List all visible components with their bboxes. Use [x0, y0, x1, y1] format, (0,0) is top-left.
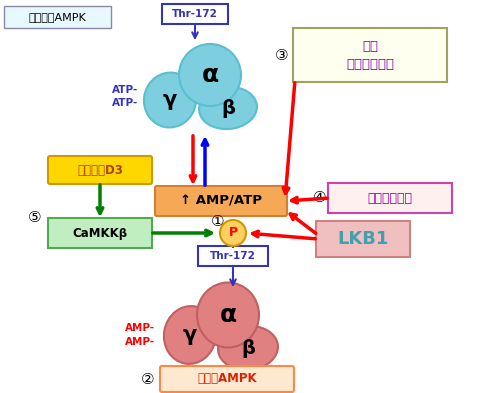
Ellipse shape	[179, 44, 241, 106]
Circle shape	[220, 220, 246, 246]
Text: ①: ①	[211, 215, 225, 230]
FancyBboxPatch shape	[48, 156, 152, 184]
Text: α: α	[201, 63, 219, 87]
Ellipse shape	[197, 283, 259, 347]
Text: CaMKKβ: CaMKKβ	[72, 226, 128, 239]
Text: ③: ③	[275, 48, 289, 62]
Text: ビタミンD3: ビタミンD3	[77, 163, 123, 176]
FancyBboxPatch shape	[293, 28, 447, 82]
Ellipse shape	[164, 306, 216, 364]
FancyBboxPatch shape	[316, 221, 410, 257]
Text: γ: γ	[163, 90, 177, 110]
Text: γ: γ	[183, 325, 197, 345]
Text: ④: ④	[313, 189, 327, 204]
FancyBboxPatch shape	[328, 183, 452, 213]
FancyBboxPatch shape	[4, 6, 111, 28]
Text: AMP-: AMP-	[125, 323, 155, 333]
Ellipse shape	[144, 73, 196, 127]
Text: Thr-172: Thr-172	[210, 251, 256, 261]
Text: LKB1: LKB1	[338, 230, 389, 248]
Text: α: α	[219, 303, 236, 327]
Text: 活性型AMPK: 活性型AMPK	[197, 373, 257, 386]
Text: 運動
カロリー制限: 運動 カロリー制限	[346, 40, 394, 70]
FancyBboxPatch shape	[198, 246, 268, 266]
FancyBboxPatch shape	[160, 366, 294, 392]
Ellipse shape	[218, 326, 278, 370]
Text: ↑ AMP/ATP: ↑ AMP/ATP	[180, 195, 262, 208]
Text: Thr-172: Thr-172	[172, 9, 218, 19]
Text: ATP-: ATP-	[112, 85, 138, 95]
Text: ②: ②	[141, 371, 155, 386]
Text: ATP-: ATP-	[112, 98, 138, 108]
FancyBboxPatch shape	[162, 4, 228, 24]
Text: メトホルミン: メトホルミン	[368, 191, 412, 204]
Text: β: β	[221, 99, 235, 118]
Text: P: P	[228, 226, 237, 239]
Text: ⑤: ⑤	[28, 211, 42, 226]
FancyBboxPatch shape	[155, 186, 287, 216]
Text: AMP-: AMP-	[125, 337, 155, 347]
FancyBboxPatch shape	[48, 218, 152, 248]
Text: 不活性型AMPK: 不活性型AMPK	[28, 12, 86, 22]
Ellipse shape	[199, 87, 257, 129]
Text: β: β	[241, 338, 255, 358]
